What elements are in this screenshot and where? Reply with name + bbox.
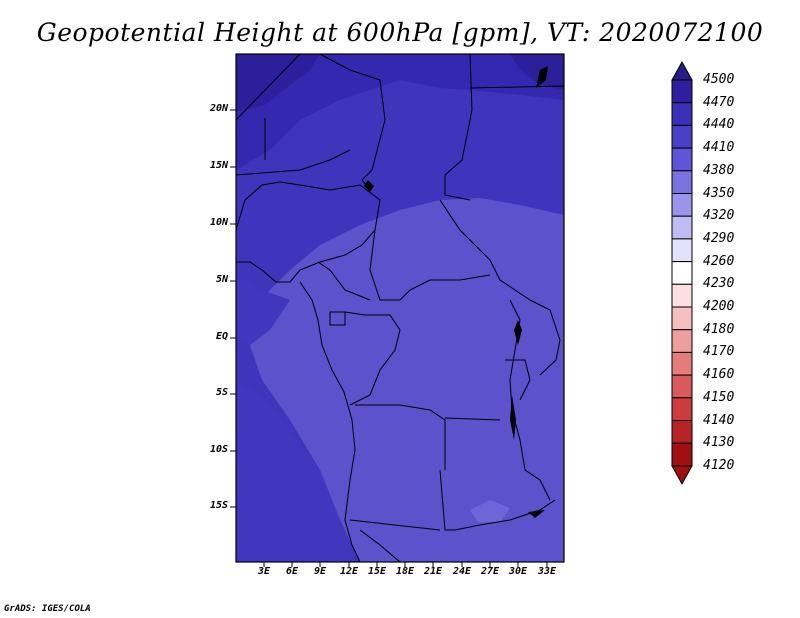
height-band-4470-ne (510, 54, 564, 90)
colorbar-label: 4160 (703, 367, 735, 383)
grads-credit: GrADS: IGES/COLA (4, 604, 91, 614)
colorbar-label: 4230 (703, 276, 735, 292)
colorbar-label: 4140 (703, 412, 735, 428)
lon-label-33e: 33E (537, 566, 557, 577)
colorbar-label: 4350 (703, 185, 735, 201)
colorbar-label: 4470 (703, 94, 735, 110)
lat-label-10n: 10N (209, 217, 228, 228)
lat-label-20n: 20N (209, 103, 228, 114)
colorbar-label: 4410 (703, 140, 735, 156)
height-band-4470 (236, 54, 320, 112)
height-band-4410-w (236, 275, 290, 345)
lon-label-3e: 3E (257, 566, 271, 577)
map-frame (235, 53, 565, 563)
chart-title: Geopotential Height at 600hPa [gpm], VT:… (36, 18, 764, 47)
lon-label-6e: 6E (285, 566, 299, 577)
colorbar-label: 4290 (703, 230, 735, 246)
colorbar-label: 4380 (703, 162, 735, 178)
lon-label-12e: 12E (339, 566, 359, 577)
lon-label-18e: 18E (395, 566, 415, 577)
height-band-4440 (236, 54, 564, 170)
lat-label-eq: EQ (215, 331, 228, 342)
lon-ticks (263, 562, 548, 567)
lat-label-10s: 10S (209, 444, 228, 455)
colorbar-label: 4440 (703, 117, 735, 133)
lon-label-21e: 21E (423, 566, 443, 577)
colorbar-label: 4200 (703, 299, 735, 314)
colorbar-label: 4130 (703, 435, 735, 451)
lon-label-9e: 9E (313, 566, 327, 577)
lat-label-5s: 5S (215, 387, 228, 398)
height-band-4410-sw (236, 380, 355, 562)
coastlines (236, 54, 564, 562)
height-band-4350 (470, 500, 510, 522)
colorbar-label: 4260 (703, 253, 735, 269)
lon-label-27e: 27E (480, 566, 500, 577)
lat-label-15s: 15S (209, 500, 228, 511)
colorbar-label: 4120 (703, 457, 735, 473)
height-band-4380 (248, 198, 564, 562)
colorbar-label: 4180 (703, 321, 735, 337)
lakes (364, 66, 548, 518)
lon-label-24e: 24E (452, 566, 472, 577)
colorbar-label: 4170 (703, 344, 735, 360)
colorbar-label: 4150 (703, 389, 735, 405)
colorbar-label: 4500 (703, 72, 735, 87)
lat-label-5n: 5N (215, 274, 228, 285)
lat-label-15n: 15N (209, 160, 228, 171)
lon-label-30e: 30E (508, 566, 528, 577)
lat-ticks (230, 109, 236, 508)
colorbar-label: 4320 (703, 208, 735, 224)
lon-label-15e: 15E (367, 566, 387, 577)
